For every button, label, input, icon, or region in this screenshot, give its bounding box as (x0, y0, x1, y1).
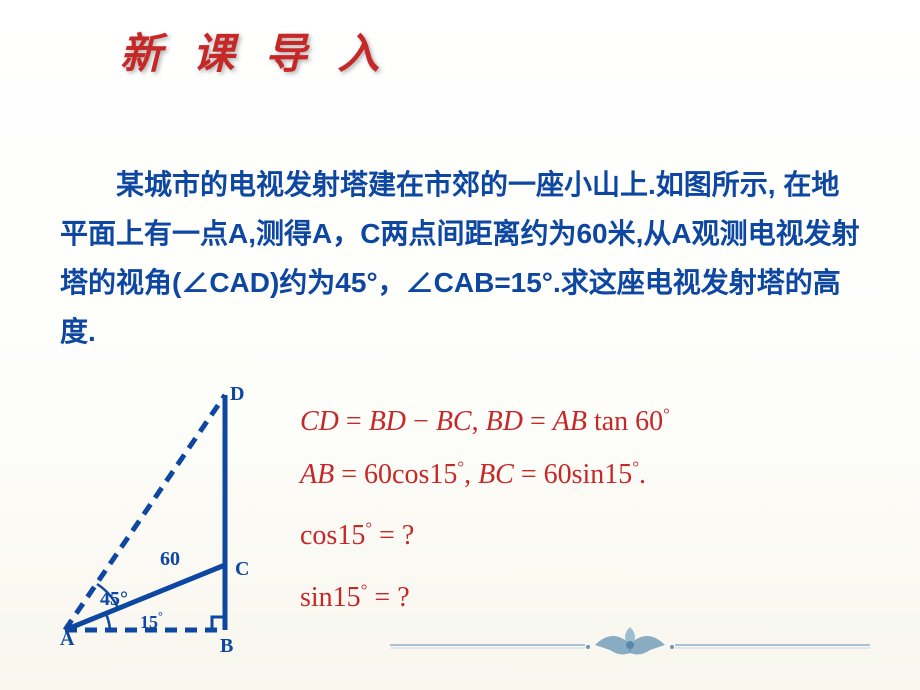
label-b: B (220, 635, 233, 657)
label-c: C (235, 558, 249, 580)
problem-text: 某城市的电视发射塔建在市郊的一座小山上.如图所示, 在地平面上有一点A,测得A，… (60, 160, 860, 356)
formula-line-2: AB = 60cos15°, BC = 60sin15°. (300, 448, 670, 501)
formula-line-3: cos15° = ? (300, 509, 670, 562)
formula-block: CD = BD − BC, BD = AB tan 60° AB = 60cos… (300, 395, 670, 624)
formula-line-4: sin15° = ? (300, 571, 670, 624)
label-a: A (60, 628, 75, 650)
slide-title: 新 课 导 入 (120, 20, 390, 81)
decorative-divider (390, 620, 870, 660)
triangle-diagram: A B C D 60 45° 15° (60, 380, 280, 660)
label-45: 45° (100, 588, 128, 610)
label-15: 15° (140, 609, 163, 632)
label-60: 60 (160, 548, 180, 570)
formula-line-1: CD = BD − BC, BD = AB tan 60° (300, 395, 670, 448)
edge-ad (65, 395, 225, 630)
label-d: D (230, 383, 244, 405)
